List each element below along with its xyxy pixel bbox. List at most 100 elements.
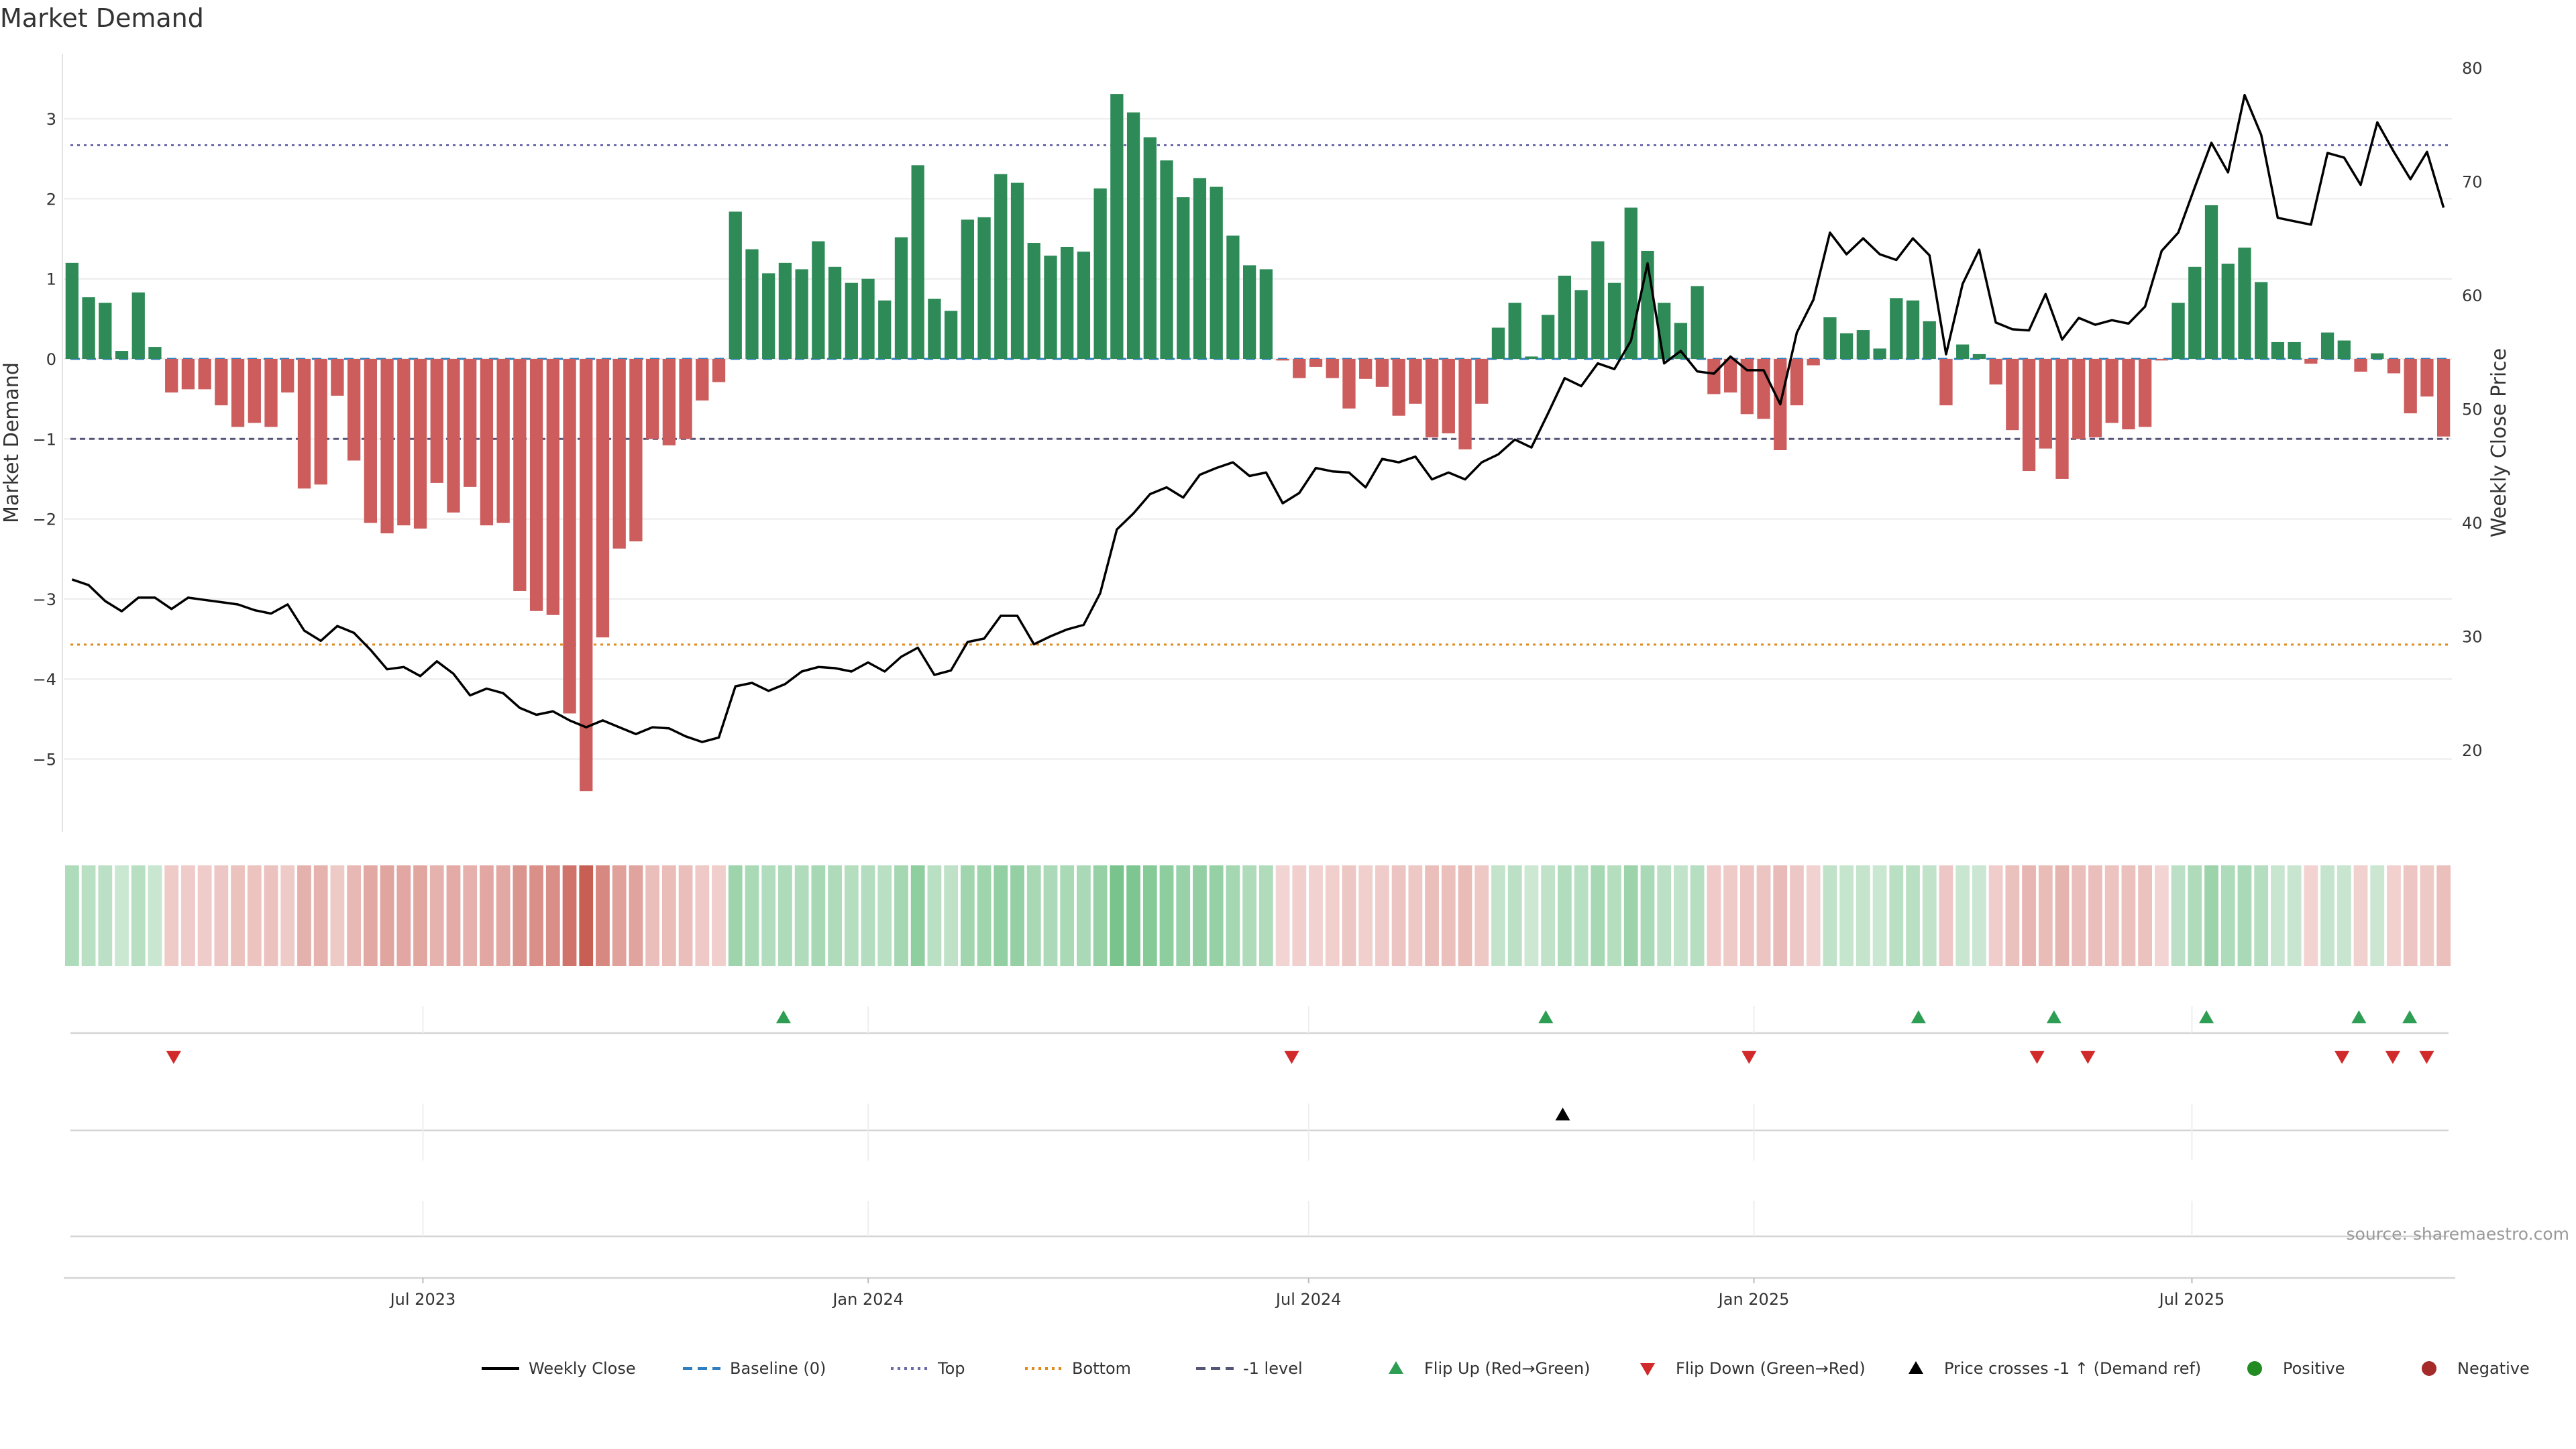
demand-bar — [1591, 241, 1605, 359]
heat-cell — [1773, 865, 1788, 966]
event-markers — [64, 1006, 2455, 1279]
demand-bar — [1359, 359, 1373, 379]
flip-up-marker — [1538, 1010, 1554, 1024]
demand-bar — [480, 359, 494, 526]
heat-cell — [2287, 865, 2302, 966]
heat-cell — [1093, 865, 1108, 966]
demand-bar — [1458, 359, 1472, 449]
demand-bar — [1956, 344, 1970, 359]
demand-bar — [994, 174, 1008, 359]
heat-cell — [1309, 865, 1323, 966]
demand-bar — [1723, 359, 1737, 393]
demand-bar — [215, 359, 228, 406]
demand-bar — [464, 359, 477, 487]
heat-cell — [1126, 865, 1140, 966]
heat-cell — [1159, 865, 1174, 966]
demand-bar — [65, 262, 79, 359]
demand-bar — [861, 278, 875, 359]
demand-bar — [1856, 330, 1870, 359]
heat-cell — [1823, 865, 1837, 966]
heat-cell — [231, 865, 245, 966]
demand-bar — [762, 273, 775, 359]
demand-bar — [1890, 298, 1903, 359]
legend-entry: Negative — [2422, 1359, 2530, 1378]
heat-cell — [1358, 865, 1373, 966]
demand-bar — [2055, 359, 2069, 479]
heat-cell — [280, 865, 295, 966]
demand-bar — [1939, 359, 1953, 406]
demand-bar — [546, 359, 559, 615]
demand-bar — [828, 266, 842, 359]
heat-cell — [579, 865, 594, 966]
demand-bar — [1707, 359, 1721, 394]
demand-bar — [314, 359, 327, 485]
demand-bar — [1226, 235, 1240, 359]
demand-bar — [496, 359, 510, 523]
heat-cell — [2237, 865, 2252, 966]
heat-cell — [910, 865, 925, 966]
demand-bar — [1309, 359, 1323, 367]
demand-bar — [712, 359, 726, 382]
y-right-tick-label: 40 — [2462, 514, 2483, 533]
heat-cell — [1425, 865, 1439, 966]
heat-cell — [2188, 865, 2202, 966]
heat-cell — [380, 865, 394, 966]
x-tick-label: Jul 2024 — [1275, 1290, 1342, 1309]
demand-bar — [778, 262, 792, 359]
demand-bar — [1690, 286, 1704, 359]
heat-cell — [2337, 865, 2351, 966]
demand-bar — [1061, 246, 1074, 359]
demand-bar — [1093, 188, 1107, 359]
chart-title: Market Demand — [0, 3, 204, 33]
heat-cell — [64, 865, 79, 966]
heat-cell — [1591, 865, 1605, 966]
demand-bar — [1193, 178, 1207, 359]
demand-bar — [413, 359, 427, 529]
heat-cell — [197, 865, 212, 966]
heat-cell — [2304, 865, 2318, 966]
heat-cell — [1474, 865, 1489, 966]
heat-cell — [2436, 865, 2451, 966]
heat-cell — [98, 865, 113, 966]
legend-entry: Baseline (0) — [683, 1359, 826, 1378]
heat-cell — [330, 865, 345, 966]
heat-cell — [1906, 865, 1920, 966]
legend-label: Flip Up (Red→Green) — [1424, 1359, 1591, 1378]
demand-bar — [2354, 359, 2367, 372]
demand-bar — [1110, 94, 1124, 359]
demand-bar — [248, 359, 261, 423]
heat-cell — [2072, 865, 2086, 966]
demand-bar — [612, 359, 626, 549]
demand-bar — [729, 211, 742, 359]
demand-bar — [1160, 160, 1173, 360]
y-right-tick-label: 80 — [2462, 59, 2483, 78]
heat-cell — [811, 865, 826, 966]
demand-bar — [198, 359, 211, 390]
legend-label: Negative — [2457, 1359, 2530, 1378]
demand-bar — [1409, 359, 1422, 404]
legend-label: Flip Down (Green→Red) — [1676, 1359, 1866, 1378]
flip-down-marker — [1284, 1051, 1299, 1064]
heat-cell — [2038, 865, 2053, 966]
heat-cell — [1972, 865, 1986, 966]
demand-bar — [696, 359, 709, 401]
heat-cell — [1060, 865, 1075, 966]
heat-cell — [1657, 865, 1672, 966]
demand-bar — [1242, 265, 1256, 359]
demand-bar — [596, 359, 610, 638]
demand-bar — [1508, 303, 1521, 359]
flip-up-marker — [775, 1010, 791, 1024]
heat-cell — [1275, 865, 1290, 966]
heat-cell — [1739, 865, 1754, 966]
heat-cell — [463, 865, 478, 966]
legend-label: Price crosses -1 ↑ (Demand ref) — [1944, 1359, 2201, 1378]
heat-cell — [1806, 865, 1821, 966]
heat-cell — [1375, 865, 1389, 966]
heat-cell — [728, 865, 743, 966]
heat-cell — [2022, 865, 2036, 966]
y-axis-ticks: 3 2 1 0 −1 −2 −3 −4 −5 80 70 60 50 40 30 20 — [33, 59, 2483, 769]
demand-bar — [2304, 359, 2318, 364]
demand-bar — [795, 269, 808, 359]
heat-cell — [496, 865, 511, 966]
